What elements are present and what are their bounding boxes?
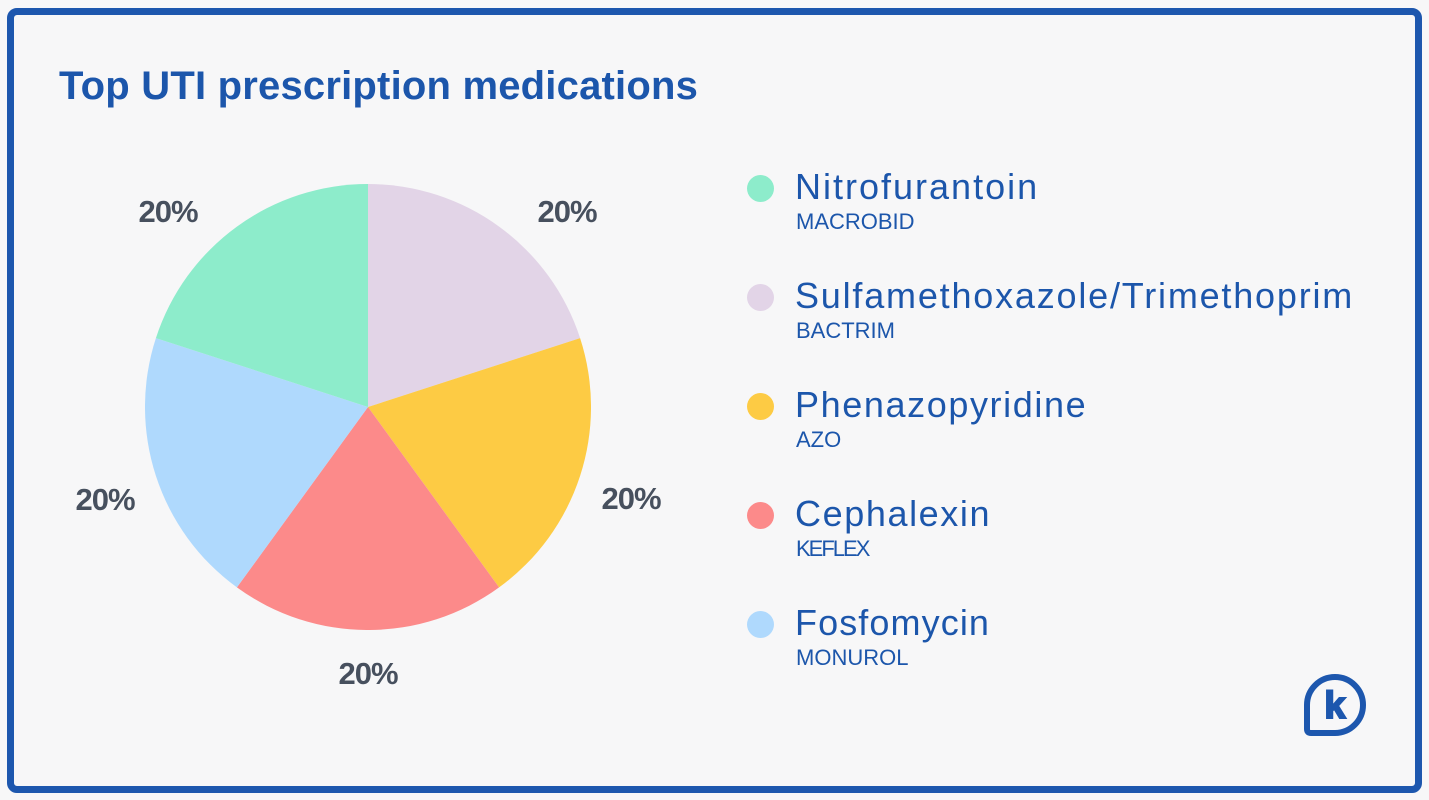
svg-text:k: k <box>1324 685 1346 727</box>
